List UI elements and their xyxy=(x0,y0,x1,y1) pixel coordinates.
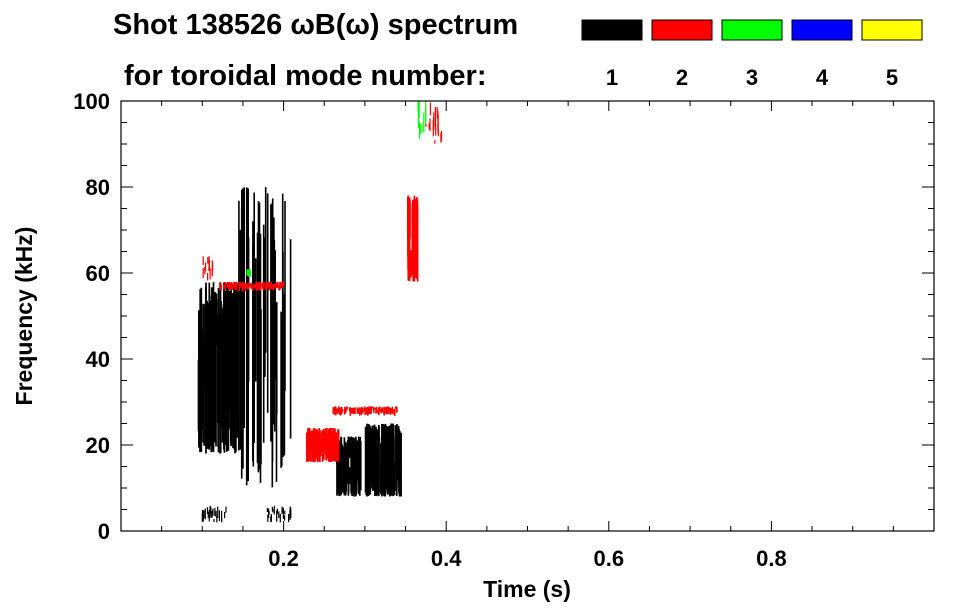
series-n=1-region-3 xyxy=(364,423,402,497)
y-tick-label: 0 xyxy=(98,519,110,544)
chart-title: Shot 138526 ωB(ω) spectrum xyxy=(113,9,518,41)
legend-swatch-mode-3 xyxy=(721,19,783,41)
series-n=2-region-1 xyxy=(332,406,398,416)
x-tick-label: 0.4 xyxy=(431,546,462,571)
x-tick-label: 0.8 xyxy=(756,546,787,571)
legend-swatch-mode-5 xyxy=(861,19,923,41)
legend-label-mode-2: 2 xyxy=(676,65,688,90)
y-axis-label: Frequency (kHz) xyxy=(11,227,37,406)
plot-area: 0.2 0.4 0.6 0.8 0 20 40 60 80 100 xyxy=(73,89,935,571)
y-tick-label: 40 xyxy=(86,347,110,372)
legend-swatch-mode-2 xyxy=(651,19,713,41)
y-tick-label: 60 xyxy=(86,261,110,286)
series-n=2-region-5 xyxy=(218,281,285,292)
series-n=3-region-0 xyxy=(417,101,427,139)
series-n=1-region-5 xyxy=(266,505,292,523)
legend-swatch-mode-1 xyxy=(581,19,643,41)
x-axis-label: Time (s) xyxy=(483,576,571,602)
mode-legend: 1 2 3 4 5 xyxy=(581,19,923,90)
series-n=1-region-1 xyxy=(238,187,292,488)
legend-label-mode-1: 1 xyxy=(606,65,618,90)
y-tick-label: 20 xyxy=(86,433,110,458)
series-n=1-region-4 xyxy=(201,505,227,523)
x-tick-label: 0.6 xyxy=(594,546,625,571)
series-n=2-region-3 xyxy=(425,102,443,144)
series-n=3-region-1 xyxy=(246,268,252,277)
chart-header: Shot 138526 ωB(ω) spectrum for toroidal … xyxy=(113,9,518,92)
series-n=1-region-2 xyxy=(335,436,362,497)
series-n=2-region-4 xyxy=(202,256,214,281)
y-tick-label: 80 xyxy=(86,175,110,200)
legend-swatch-mode-4 xyxy=(791,19,853,41)
series-n=1-region-0 xyxy=(197,282,240,454)
chart-subtitle: for toroidal mode number: xyxy=(124,60,487,92)
legend-label-mode-5: 5 xyxy=(886,65,898,90)
axes: 0.2 0.4 0.6 0.8 0 20 40 60 80 100 xyxy=(73,89,935,571)
series-n=2-region-2 xyxy=(407,195,419,282)
legend-label-mode-3: 3 xyxy=(746,65,758,90)
x-tick-label: 0.2 xyxy=(268,546,299,571)
series-n=2-region-0 xyxy=(305,427,340,463)
y-tick-label: 100 xyxy=(73,89,110,114)
legend-label-mode-4: 4 xyxy=(816,65,829,90)
spectrum-marks xyxy=(197,101,443,523)
